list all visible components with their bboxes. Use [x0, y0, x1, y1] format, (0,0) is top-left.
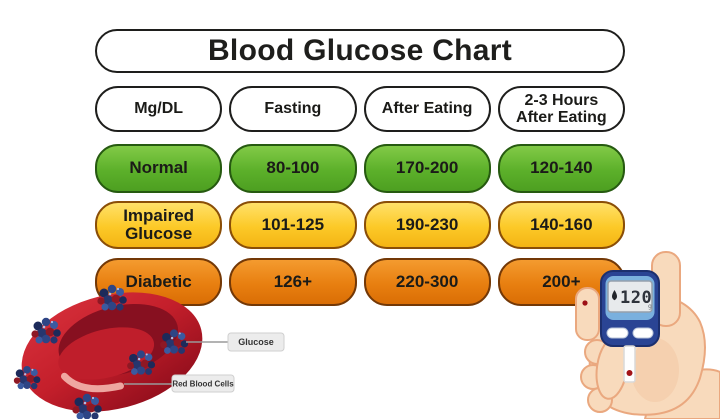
header-cell-unit: Mg/DL	[95, 86, 223, 132]
normal-2-3-hours-cell: 120-140	[497, 144, 625, 193]
impaired-category-cell: Impaired Glucose	[95, 201, 223, 249]
palm	[588, 292, 706, 416]
diabetic-fasting-cell: 126+	[229, 258, 357, 306]
impaired-2-3-hours-cell: 140-160	[497, 201, 625, 249]
red-blood-cells-callout: Red Blood Cells	[124, 374, 235, 393]
glucose-molecule	[127, 350, 156, 375]
table-row-diabetic: Diabetic 126+ 220-300 200+	[95, 258, 625, 306]
meter-button-right	[632, 327, 654, 339]
forearm	[643, 368, 720, 419]
impaired-after-eating-cell: 190-230	[363, 201, 491, 249]
knuckle	[580, 364, 606, 390]
diabetic-2-3-hours-cell: 200+	[497, 258, 625, 306]
normal-fasting-cell: 80-100	[229, 144, 357, 193]
knuckle	[587, 387, 613, 413]
glucose-callout-label: Glucose	[238, 337, 274, 347]
table-header-row: Mg/DL Fasting After Eating 2-3 Hours Aft…	[95, 86, 625, 132]
normal-after-eating-cell: 170-200	[363, 144, 491, 193]
header-cell-fasting: Fasting	[229, 86, 357, 132]
glucose-molecule	[72, 393, 102, 419]
red-blood-cells-callout-label: Red Blood Cells	[172, 380, 234, 389]
header-cell-2-3-hours: 2-3 Hours After Eating	[497, 86, 625, 132]
glucose-callout: Glucose	[186, 332, 285, 352]
test-strip	[623, 345, 636, 383]
page-title: Blood Glucose Chart	[95, 29, 625, 73]
impaired-fasting-cell: 101-125	[229, 201, 357, 249]
glucose-molecule	[13, 366, 41, 390]
glucose-molecule	[160, 329, 189, 354]
normal-category-cell: Normal	[95, 144, 223, 193]
diabetic-category-cell: Diabetic	[95, 258, 223, 306]
meter-button-left	[606, 327, 629, 339]
header-cell-after-eating: After Eating	[363, 86, 491, 132]
thumb	[595, 336, 629, 400]
diabetic-after-eating-cell: 220-300	[363, 258, 491, 306]
table-row-impaired: Impaired Glucose 101-125 190-230 140-160	[95, 201, 625, 249]
palm-shading	[631, 338, 679, 402]
strip-blood-dot	[626, 370, 633, 376]
middle-finger	[651, 251, 681, 327]
glucose-molecule	[31, 317, 61, 344]
meter-unit: g	[648, 302, 652, 310]
table-row-normal: Normal 80-100 170-200 120-140	[95, 144, 625, 193]
knuckle	[584, 339, 610, 365]
